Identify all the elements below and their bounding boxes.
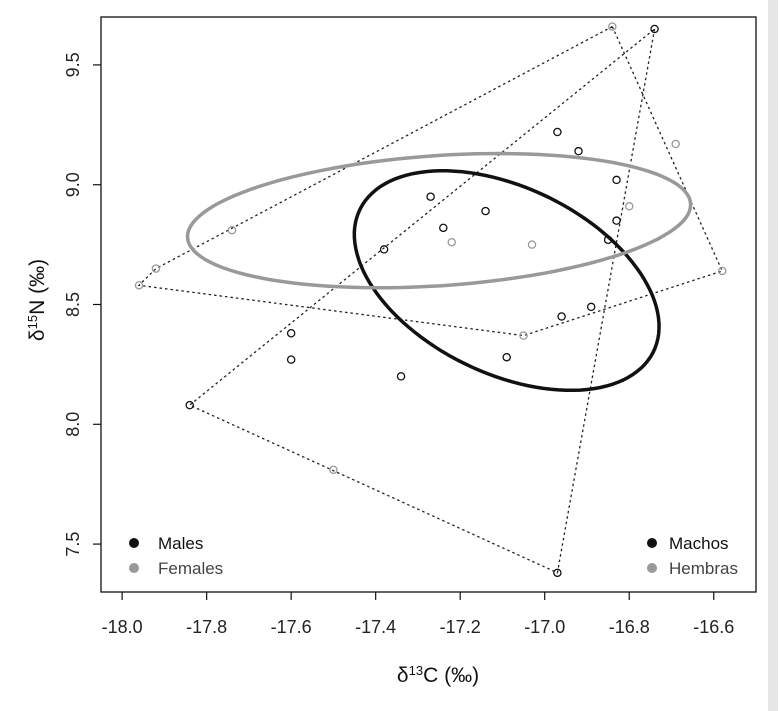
convex-hull-0: [188, 27, 656, 574]
legend-label-females: Females: [158, 559, 223, 578]
data-point: [603, 235, 613, 245]
data-point: [574, 146, 583, 156]
data-point: [426, 192, 435, 201]
x-axis-title: δ13C (‰): [397, 663, 479, 688]
plot-border: [100, 16, 757, 593]
x-tick-label: -17.0: [524, 617, 565, 637]
x-tick-label: -17.2: [440, 617, 481, 637]
data-point: [286, 355, 296, 364]
legend-label-males: Males: [158, 534, 203, 553]
data-point: [134, 281, 144, 290]
legend-left: Males Females: [129, 534, 223, 578]
data-point: [608, 22, 617, 31]
data-point: [671, 139, 680, 149]
ellipses-layer: [185, 151, 693, 393]
data-point: [286, 328, 296, 338]
data-point: [227, 225, 237, 235]
ellipse-0: [352, 169, 661, 393]
legend-marker-machos: [647, 538, 657, 548]
legend-marker-females: [129, 563, 139, 573]
data-point: [586, 302, 596, 312]
x-tick-label: -17.8: [186, 617, 227, 637]
x-tick-label: -17.6: [271, 617, 312, 637]
legend-marker-males: [129, 538, 139, 548]
x-tick-label: -16.6: [693, 617, 734, 637]
data-point: [612, 175, 621, 185]
data-point: [439, 223, 448, 233]
legend-right: Machos Hembras: [647, 534, 738, 578]
x-axis: -18.0 -17.8 -17.6 -17.4 -17.2 -17.0 -16.8 -16.6: [102, 592, 734, 637]
legend-label-hembras: Hembras: [669, 559, 738, 578]
data-point: [717, 266, 727, 276]
data-point: [502, 352, 511, 362]
data-point: [185, 400, 194, 410]
data-point: [151, 264, 161, 273]
x-tick-label: -17.4: [355, 617, 396, 637]
data-point: [379, 245, 389, 254]
y-tick-label: 7.5: [63, 532, 83, 557]
data-point: [481, 206, 490, 216]
y-tick-label: 9.5: [63, 52, 83, 77]
data-point: [612, 216, 621, 225]
hulls-layer: [137, 25, 724, 574]
x-tick-label: -18.0: [102, 617, 143, 637]
data-point: [447, 237, 456, 247]
y-axis: 7.5 8.0 8.5 9.0 9.5: [63, 52, 101, 557]
ellipse-1: [185, 151, 693, 290]
data-point: [557, 312, 566, 321]
legend-label-machos: Machos: [669, 534, 729, 553]
y-tick-label: 8.5: [63, 292, 83, 317]
data-point: [624, 202, 634, 211]
data-point: [396, 372, 406, 381]
data-point: [527, 240, 537, 249]
data-point: [553, 568, 562, 578]
data-point: [329, 465, 338, 475]
convex-hull-1: [137, 25, 724, 337]
data-point: [650, 24, 659, 34]
y-tick-label: 8.0: [63, 412, 83, 437]
y-tick-label: 9.0: [63, 172, 83, 197]
y-axis-title: δ15N (‰): [25, 259, 50, 341]
data-point: [553, 127, 562, 137]
legend-marker-hembras: [647, 563, 657, 573]
x-tick-label: -16.8: [609, 617, 650, 637]
points-layer: [134, 22, 727, 578]
data-point: [519, 331, 528, 340]
